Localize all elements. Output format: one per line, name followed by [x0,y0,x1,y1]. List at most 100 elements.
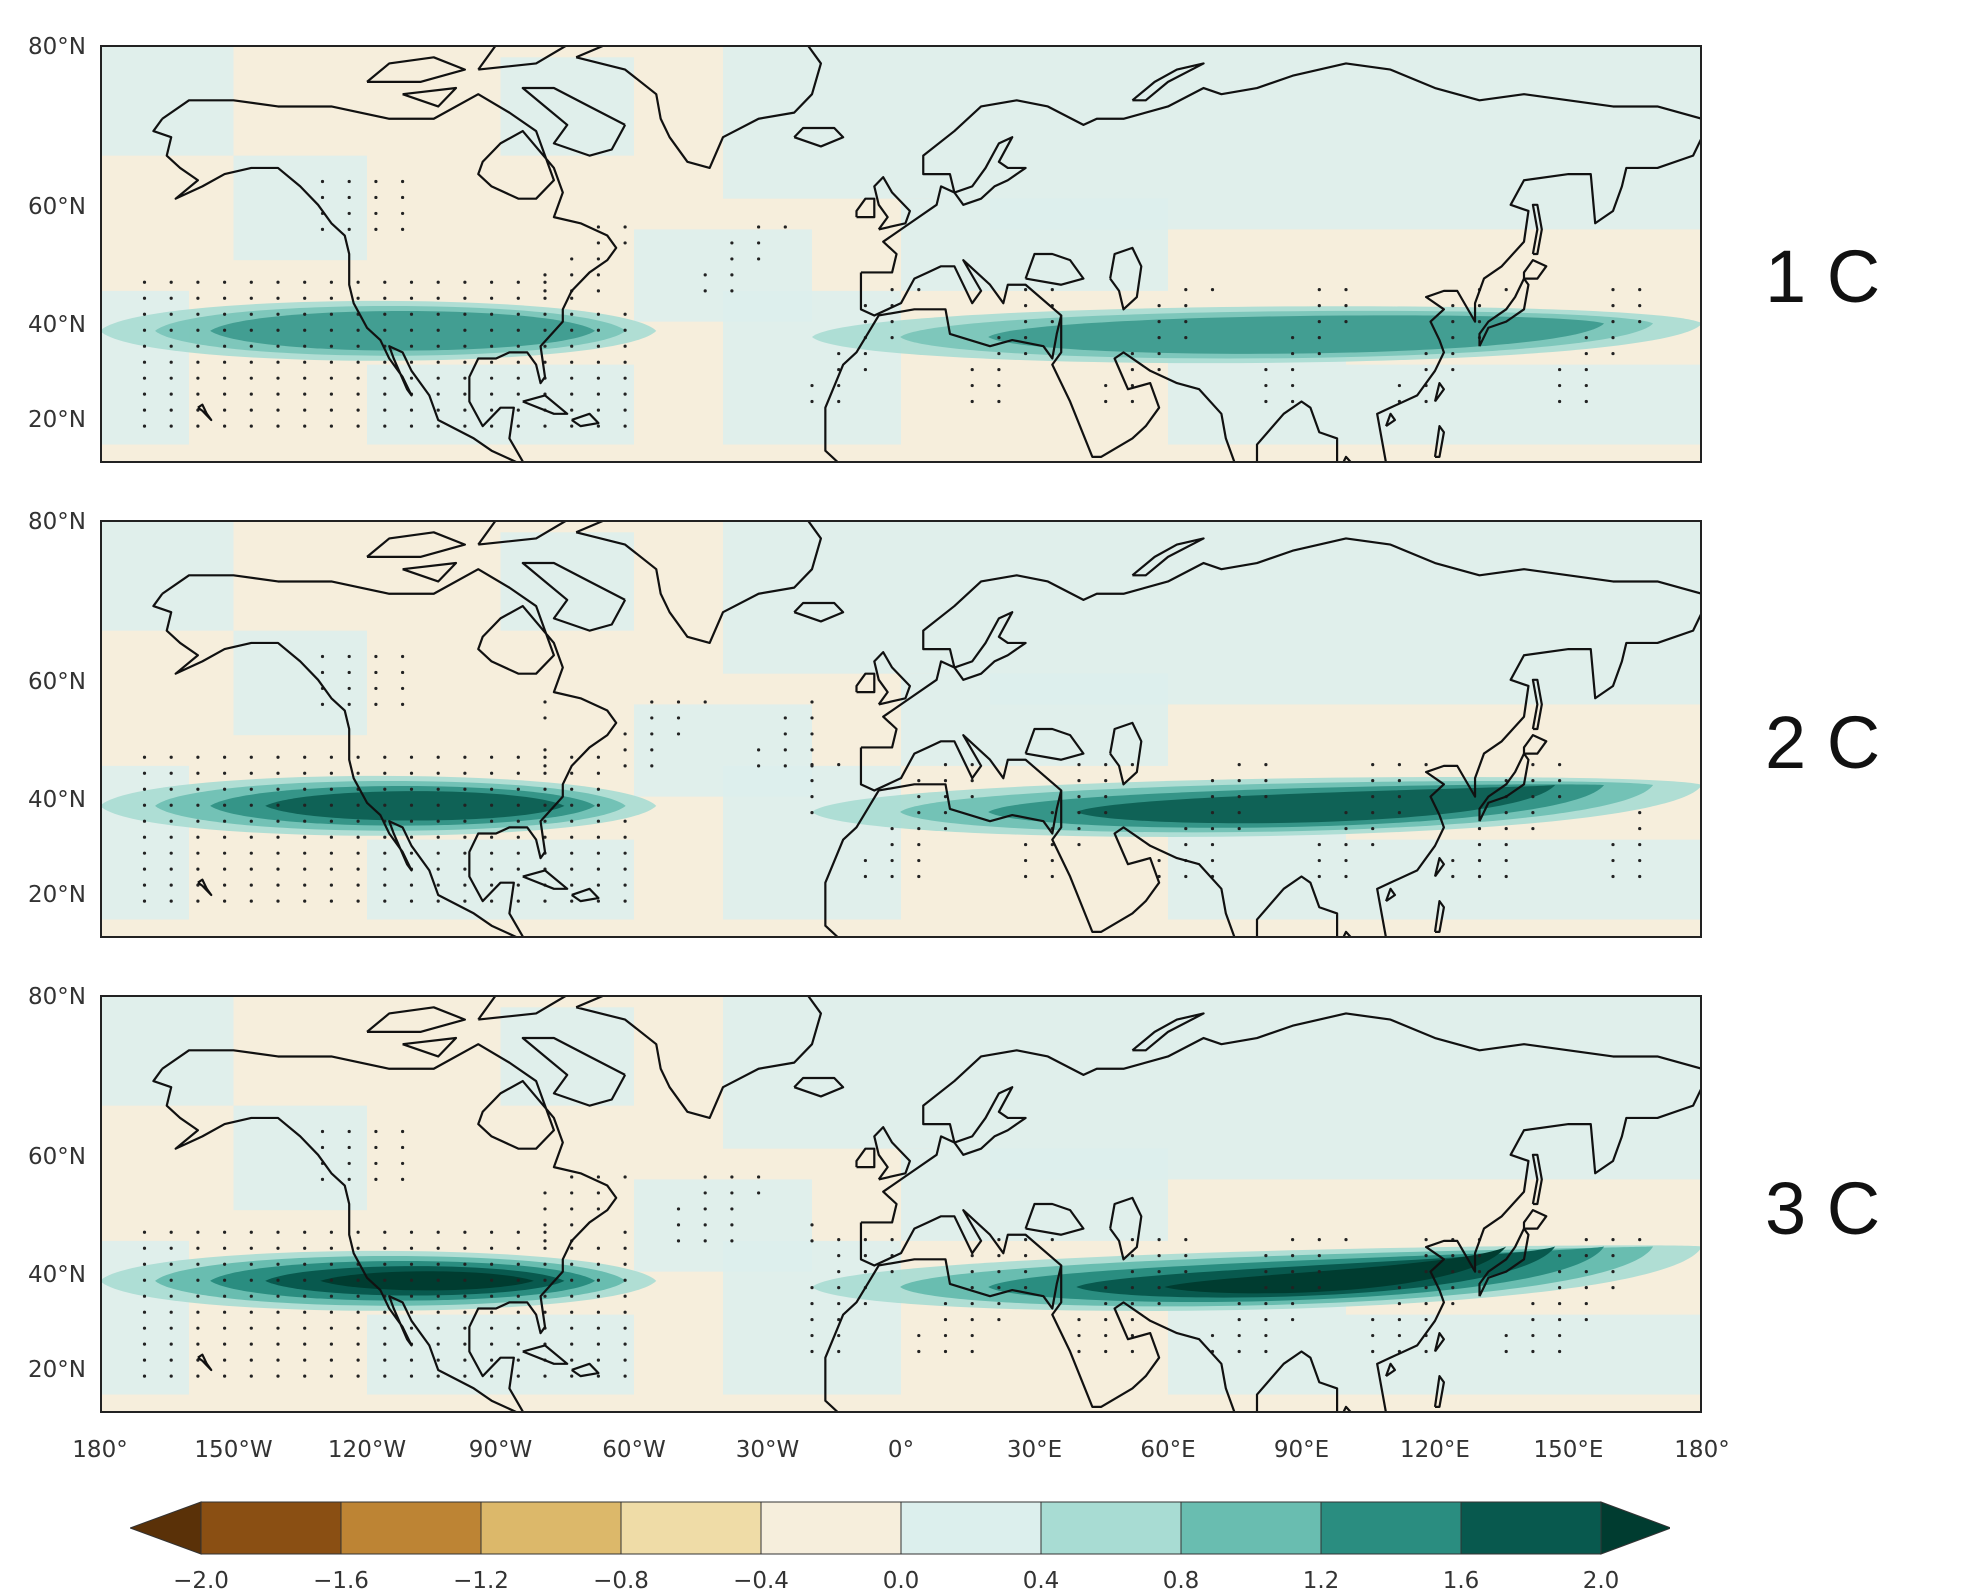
wet-patch [233,630,367,736]
coastline [855,1147,876,1169]
stipple-dot [436,771,440,775]
stipple-dot [1558,763,1562,767]
stipple-dot [543,1262,547,1266]
stipple-dot [409,344,414,348]
stipple-dot [943,763,948,767]
stipple-dot [837,1270,841,1274]
stipple-dot [516,1278,520,1282]
stipple-dot [570,424,574,428]
colorbar-segment [200,1501,342,1555]
stipple-dot [142,803,147,807]
coastline [793,1076,845,1098]
stipple-dot [1184,336,1188,340]
stipple-dot [356,1342,360,1346]
stipple-dot [570,1278,574,1282]
stipple-dot [1424,763,1428,767]
stipple-dot [409,1230,414,1234]
stipple-dot [142,1374,147,1378]
stipple-dot [320,654,325,659]
stipple-dot [676,716,681,720]
stipple-dot [223,344,227,348]
coastline [571,412,600,428]
stipple-dot [249,1278,253,1282]
stipple-dot [303,883,307,887]
stipple-dot [1130,1238,1134,1242]
stipple-dot [1130,1254,1134,1258]
stipple-dot [1264,1270,1268,1274]
stipple-dot [276,755,280,759]
stipple-dot [1317,1254,1321,1258]
stipple-dot [320,702,325,707]
stipple-dot [1291,367,1295,372]
stipple-dot [1050,288,1054,292]
stipple-dot [196,819,200,823]
stipple-dot [223,883,227,887]
stipple-dot [436,1374,440,1378]
stipple-dot [1291,1286,1295,1290]
stipple-dot [142,771,147,775]
stipple-dot [570,1246,574,1250]
stipple-dot [223,1246,227,1250]
stipple-dot [837,763,841,767]
stipple-dot [890,858,894,863]
stipple-dot [623,392,627,396]
stipple-dot [1157,1301,1161,1306]
stipple-dot [303,408,307,412]
stipple-dot [1504,842,1508,847]
stipple-dot [570,1326,574,1330]
stipple-dot [490,1310,494,1314]
stipple-dot [383,280,387,284]
stipple-dot [329,1342,333,1346]
stipple-dot [970,1333,974,1338]
stipple-dot [383,899,387,903]
stipple-dot [863,1301,868,1306]
stipple-dot [463,1358,467,1362]
stipple-dot [1344,1238,1348,1242]
stipple-dot [436,835,440,839]
stipple-dot [596,755,600,759]
stipple-dot [490,312,494,316]
coastline [860,537,1702,749]
stipple-dot [516,835,520,839]
stipple-dot [356,819,360,823]
panel-label-3c: 3 C [1765,1167,1881,1250]
stipple-dot [169,883,173,887]
coastline [1522,734,1548,755]
lon-label-90w: 90°W [468,1437,533,1463]
stipple-dot [249,755,253,759]
stipple-dot [374,702,378,707]
coastline [1433,1331,1446,1353]
stipple-dot [543,700,547,704]
stipple-dot [169,1374,173,1378]
stipple-dot [757,257,761,261]
stipple-dot [142,1310,147,1314]
stipple-dot [516,376,520,380]
significance-stippling [142,179,1642,428]
stipple-dot [543,1278,547,1282]
stipple-dot [543,1294,547,1298]
stipple-dot [570,257,574,261]
stipple-dot [997,1238,1001,1242]
stipple-dot [943,826,948,831]
stipple-dot [970,1286,974,1290]
stipple-dot [142,819,147,823]
stipple-dot [1531,1317,1535,1322]
stipple-dot [401,211,405,216]
stipple-dot [1558,1333,1562,1338]
stipple-dot [1184,304,1188,308]
stipple-dot [347,1161,351,1166]
stipple-dot [543,360,547,364]
stipple-dot [596,257,600,261]
stipple-dot [730,1175,734,1179]
stipple-dot [356,851,360,855]
stipple-dot [1397,1301,1401,1306]
colorbar-tick: −0.8 [593,1568,649,1594]
stipple-dot [676,732,681,736]
stipple-dot [516,899,520,903]
stipple-dot [596,1326,600,1330]
stipple-dot [516,755,520,759]
stipple-dot [356,771,360,775]
stipple-dot [810,732,814,736]
stipple-dot [401,1161,405,1166]
stipple-dot [1317,874,1321,879]
